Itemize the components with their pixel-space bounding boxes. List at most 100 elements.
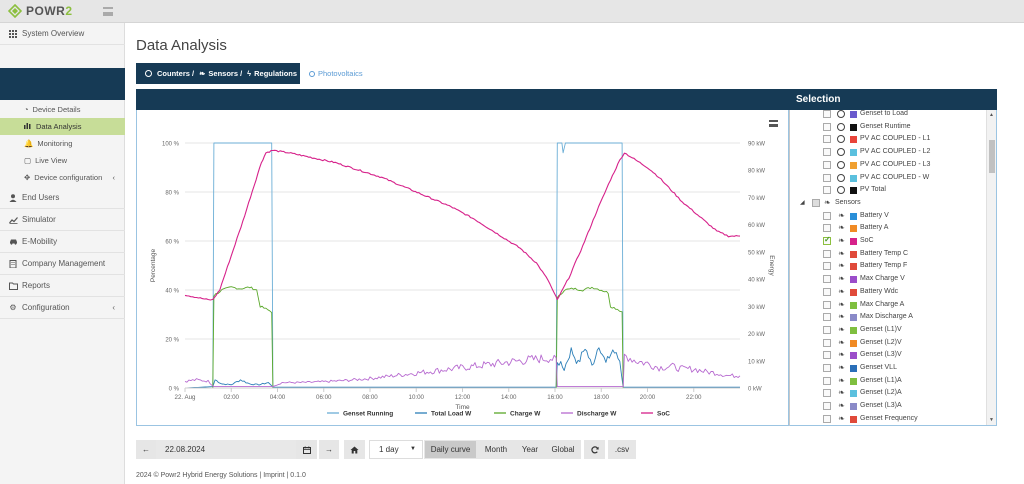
checkbox[interactable] [823,122,831,131]
sidebar-item-label: E-Mobility [22,237,58,246]
home-button[interactable] [344,440,365,459]
checkbox[interactable] [823,389,831,398]
sidebar-item-system-overview[interactable]: System Overview [0,23,125,45]
checkbox[interactable] [823,364,831,372]
selection-item[interactable]: ❧ Genset (L2)V [790,337,986,350]
selection-item-label: Genset Runtime [860,122,911,130]
color-swatch [850,314,857,322]
checkbox[interactable] [823,275,831,284]
selection-item[interactable]: Genset Runtime [790,121,986,134]
selection-item[interactable]: ❧ Battery Wdc [790,286,986,299]
menu-toggle-icon[interactable] [103,7,113,16]
checkbox[interactable] [823,235,831,245]
view-global-button[interactable]: Global [545,440,581,459]
checkbox[interactable] [823,300,831,309]
selection-item[interactable]: ❧ SoC [790,235,986,248]
checkbox[interactable] [823,414,831,423]
selection-item[interactable]: ❧ Genset Frequency [790,413,986,425]
checkbox[interactable] [823,313,831,322]
selection-item[interactable]: PV AC COUPLED - L3 [790,159,986,172]
selection-item[interactable]: ❧ Max Charge V [790,273,986,286]
checkbox[interactable] [812,198,820,207]
selection-item[interactable]: ❧ Genset (L2)A [790,387,986,400]
selection-item[interactable]: Genset to Load [790,110,986,121]
scroll-thumb[interactable] [989,140,995,173]
selection-item[interactable]: PV AC COUPLED - L1 [790,133,986,146]
checkbox[interactable] [823,135,831,144]
sidebar-item-e-mobility[interactable]: E-Mobility [0,231,125,253]
refresh-button[interactable] [584,440,605,459]
view-month-button[interactable]: Month [477,440,515,459]
selection-item[interactable]: ❧ Genset (L3)A [790,400,986,413]
checkbox[interactable] [823,110,831,118]
selection-item[interactable]: ❧ Battery Temp F [790,260,986,273]
range-select[interactable]: 1 day ▼ [369,440,423,459]
selection-item[interactable]: PV AC COUPLED - L2 [790,146,986,159]
selection-item[interactable]: ❧ Genset (L1)A [790,375,986,388]
checkbox[interactable] [823,287,831,296]
selection-item[interactable]: ❧ Genset VLL [790,362,986,375]
sidebar-subitem-data-analysis[interactable]: Data Analysis [0,118,125,135]
sidebar-item-reports[interactable]: Reports [0,275,125,297]
page-title: Data Analysis [136,37,227,54]
selection-item[interactable]: ❧ Battery A [790,222,986,235]
sidebar-item-simulator[interactable]: Simulator [0,209,125,231]
sidebar-item-company-management[interactable]: Company Management [0,253,125,275]
checkbox[interactable] [823,351,831,360]
sidebar-subitem-label: Data Analysis [36,122,82,131]
prev-day-button[interactable]: ← [136,440,156,459]
checkbox[interactable] [823,211,831,220]
color-swatch [850,276,857,284]
arrow-left-icon: ← [142,445,150,454]
calendar-button[interactable] [296,440,317,459]
selection-scrollbar[interactable]: ▲ ▼ [986,110,996,425]
selection-item[interactable]: ❧ Battery Temp C [790,248,986,261]
selection-item[interactable]: ❧ Max Discharge A [790,311,986,324]
tab-photovoltaics[interactable]: Photovoltaics [309,63,363,84]
selection-item-label: Battery Temp F [860,262,908,270]
sidebar-subitem-device-configuration[interactable]: ✥ Device configuration ‹ [0,169,125,186]
collapse-icon[interactable]: ◢ [800,199,805,206]
tree-group-sensors[interactable]: ◢ ❧ Sensors [790,197,986,210]
tab-counters-sensors-regulations[interactable]: Counters / ❧ Sensors / ϟ Regulations [136,63,300,84]
selection-item[interactable]: ❧ Genset (L3)V [790,349,986,362]
y-right-tick-label: 40 kW [748,278,765,284]
car-icon [9,238,17,246]
checkbox[interactable] [823,249,831,258]
checkbox[interactable] [823,173,831,182]
selection-item[interactable]: ❧ Battery V [790,210,986,223]
next-day-button[interactable]: → [319,440,339,459]
chart-menu-icon[interactable] [769,120,778,127]
chart-legend: Genset Running Total Load W Charge W Discha… [327,411,670,418]
leaf-icon: ❧ [838,375,845,385]
date-input[interactable]: 22.08.2024 [156,440,296,459]
leaf-icon: ❧ [199,69,206,78]
checkbox[interactable] [823,262,831,271]
csv-export-button[interactable]: .csv [608,440,636,459]
color-swatch [850,390,857,398]
y-left-tick-label: 0 % [169,387,180,393]
sidebar-subitem-live-view[interactable]: ▢ Live View [0,152,125,169]
checkbox[interactable] [823,325,831,334]
selection-item[interactable]: ❧ Max Charge A [790,299,986,312]
scroll-up-icon[interactable]: ▲ [989,112,994,118]
checkbox[interactable] [823,338,831,347]
sidebar-item-configuration[interactable]: ⚙ Configuration ‹ [0,297,125,319]
brand-logo[interactable]: POWR2 [8,3,73,19]
checkbox[interactable] [823,148,831,157]
checkbox[interactable] [823,224,831,233]
checkbox[interactable] [823,376,831,385]
checkbox[interactable] [823,160,831,169]
scroll-down-icon[interactable]: ▼ [989,417,994,423]
sidebar-subitem-device-details[interactable]: ◔ Device Details [0,101,125,118]
checkbox[interactable] [823,402,831,411]
sidebar-subitem-monitoring[interactable]: 🔔 Monitoring [0,135,125,152]
selection-item[interactable]: ❧ Genset (L1)V [790,324,986,337]
view-daily-curve-button[interactable]: Daily curve [424,440,477,459]
system-selector[interactable] [0,68,125,100]
selection-item[interactable]: PV AC COUPLED - W [790,172,986,185]
sidebar-item-end-users[interactable]: End Users [0,187,125,209]
selection-item[interactable]: PV Total [790,184,986,197]
view-year-button[interactable]: Year [515,440,545,459]
checkbox[interactable] [823,186,831,195]
